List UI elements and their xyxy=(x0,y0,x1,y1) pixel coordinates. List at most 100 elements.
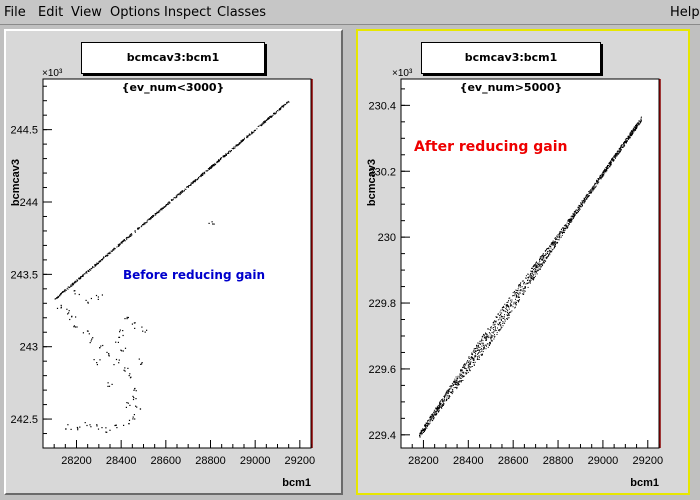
right-data-point xyxy=(458,382,459,384)
right-data-point xyxy=(525,277,527,279)
left-cluster-point xyxy=(132,418,134,420)
left-plot-annotation[interactable]: Before reducing gain xyxy=(123,268,266,282)
left-cluster-point xyxy=(77,429,79,431)
left-data-point xyxy=(242,139,244,140)
right-data-point xyxy=(630,135,632,137)
right-data-point xyxy=(517,290,519,292)
left-data-point xyxy=(57,297,58,299)
right-data-point xyxy=(493,331,495,333)
menu-edit[interactable]: Edit xyxy=(38,5,64,20)
left-data-point xyxy=(237,144,239,146)
left-pad[interactable]: 28200 28400 28600 28800 29000 29200 242.5 243 24… xyxy=(4,29,343,495)
right-data-point xyxy=(564,230,566,231)
left-data-point xyxy=(210,167,212,169)
left-data-point xyxy=(175,197,177,199)
right-data-point xyxy=(497,323,499,325)
right-data-point xyxy=(443,403,445,405)
right-data-point xyxy=(613,155,615,157)
right-data-point xyxy=(490,329,491,331)
right-data-point xyxy=(490,337,492,339)
menu-file[interactable]: File xyxy=(4,5,26,20)
left-data-point xyxy=(102,258,103,260)
left-plot-title[interactable]: bcmcav3:bcm1 {ev_num<3000} xyxy=(81,42,265,94)
left-data-point xyxy=(205,170,207,172)
right-data-point xyxy=(586,198,588,200)
right-data-point xyxy=(610,162,612,164)
right-data-point xyxy=(619,151,621,153)
left-data-point xyxy=(73,283,75,285)
left-data-point xyxy=(270,116,271,118)
right-data-point xyxy=(446,390,448,392)
right-data-point xyxy=(419,432,421,434)
left-data-point xyxy=(220,159,221,160)
left-data-point xyxy=(176,194,178,196)
right-data-point xyxy=(620,149,622,151)
right-data-point xyxy=(554,242,556,244)
right-data-point xyxy=(507,306,509,307)
left-data-point xyxy=(209,167,211,169)
left-cluster-point xyxy=(106,431,108,433)
right-data-point xyxy=(429,418,431,420)
left-data-point xyxy=(174,197,176,199)
right-data-point xyxy=(539,258,540,260)
right-data-point xyxy=(438,407,440,409)
menu-options[interactable]: Options xyxy=(110,5,161,20)
left-data-point xyxy=(209,166,211,168)
left-data-point xyxy=(195,179,197,181)
left-data-point xyxy=(230,150,232,151)
left-data-point xyxy=(82,275,84,277)
right-y-axis-label: bcmcav3 xyxy=(366,159,378,206)
left-scatter-plot[interactable]: 28200 28400 28600 28800 29000 29200242.524324… xyxy=(6,31,341,493)
left-cluster-point xyxy=(211,221,213,223)
menu-help[interactable]: Help xyxy=(670,5,700,20)
right-data-point xyxy=(444,397,446,399)
right-data-point xyxy=(580,204,582,205)
right-scatter-plot[interactable]: 28200 28400 28600 28800 29000 29200229.4229.6… xyxy=(358,31,688,493)
menu-classes[interactable]: Classes xyxy=(217,5,266,20)
right-pad[interactable]: 28200 28400 28600 28800 29000 29200 229.4 229.6… xyxy=(356,29,690,495)
right-data-point xyxy=(628,135,630,137)
right-data-point xyxy=(517,288,519,290)
right-data-point xyxy=(568,219,570,221)
right-data-point xyxy=(493,338,495,340)
left-data-point xyxy=(145,222,147,224)
left-cluster-point xyxy=(60,307,62,309)
root-canvas[interactable]: 28200 28400 28600 28800 29000 29200 242.5 243 24… xyxy=(0,25,700,500)
right-data-point xyxy=(584,200,586,202)
right-data-point xyxy=(541,255,543,257)
right-data-point xyxy=(499,329,501,331)
left-data-point xyxy=(100,259,102,260)
right-y-tick-label: 230.2 xyxy=(368,166,396,178)
right-data-point xyxy=(529,275,531,277)
right-data-point xyxy=(567,225,569,227)
left-y-tick-label: 244 xyxy=(20,197,38,209)
right-data-point xyxy=(591,191,593,193)
left-data-point xyxy=(95,264,97,266)
right-data-point xyxy=(550,246,552,247)
right-data-point xyxy=(590,189,592,190)
right-data-point xyxy=(509,311,511,313)
right-plot-annotation[interactable]: After reducing gain xyxy=(414,139,568,155)
right-data-point xyxy=(582,201,584,203)
right-plot-title[interactable]: bcmcav3:bcm1 {ev_num>5000} xyxy=(421,42,601,94)
menu-view[interactable]: View xyxy=(71,5,102,20)
left-cluster-point xyxy=(100,345,102,347)
right-data-point xyxy=(507,309,509,311)
right-data-point xyxy=(549,245,551,247)
left-cluster-point xyxy=(128,419,131,421)
left-cluster-point xyxy=(122,334,124,337)
right-data-point xyxy=(508,297,510,299)
left-data-point xyxy=(236,144,238,146)
left-data-point xyxy=(202,172,204,174)
right-data-point xyxy=(473,351,475,353)
right-data-point xyxy=(436,409,438,410)
right-data-point xyxy=(430,419,432,421)
right-data-point xyxy=(515,303,517,305)
right-data-point xyxy=(504,310,506,312)
right-data-point xyxy=(565,228,567,229)
left-data-point xyxy=(194,181,196,183)
menu-inspect[interactable]: Inspect xyxy=(164,5,212,20)
right-data-point xyxy=(633,128,635,130)
right-data-point xyxy=(500,326,502,328)
right-data-point xyxy=(458,381,460,383)
